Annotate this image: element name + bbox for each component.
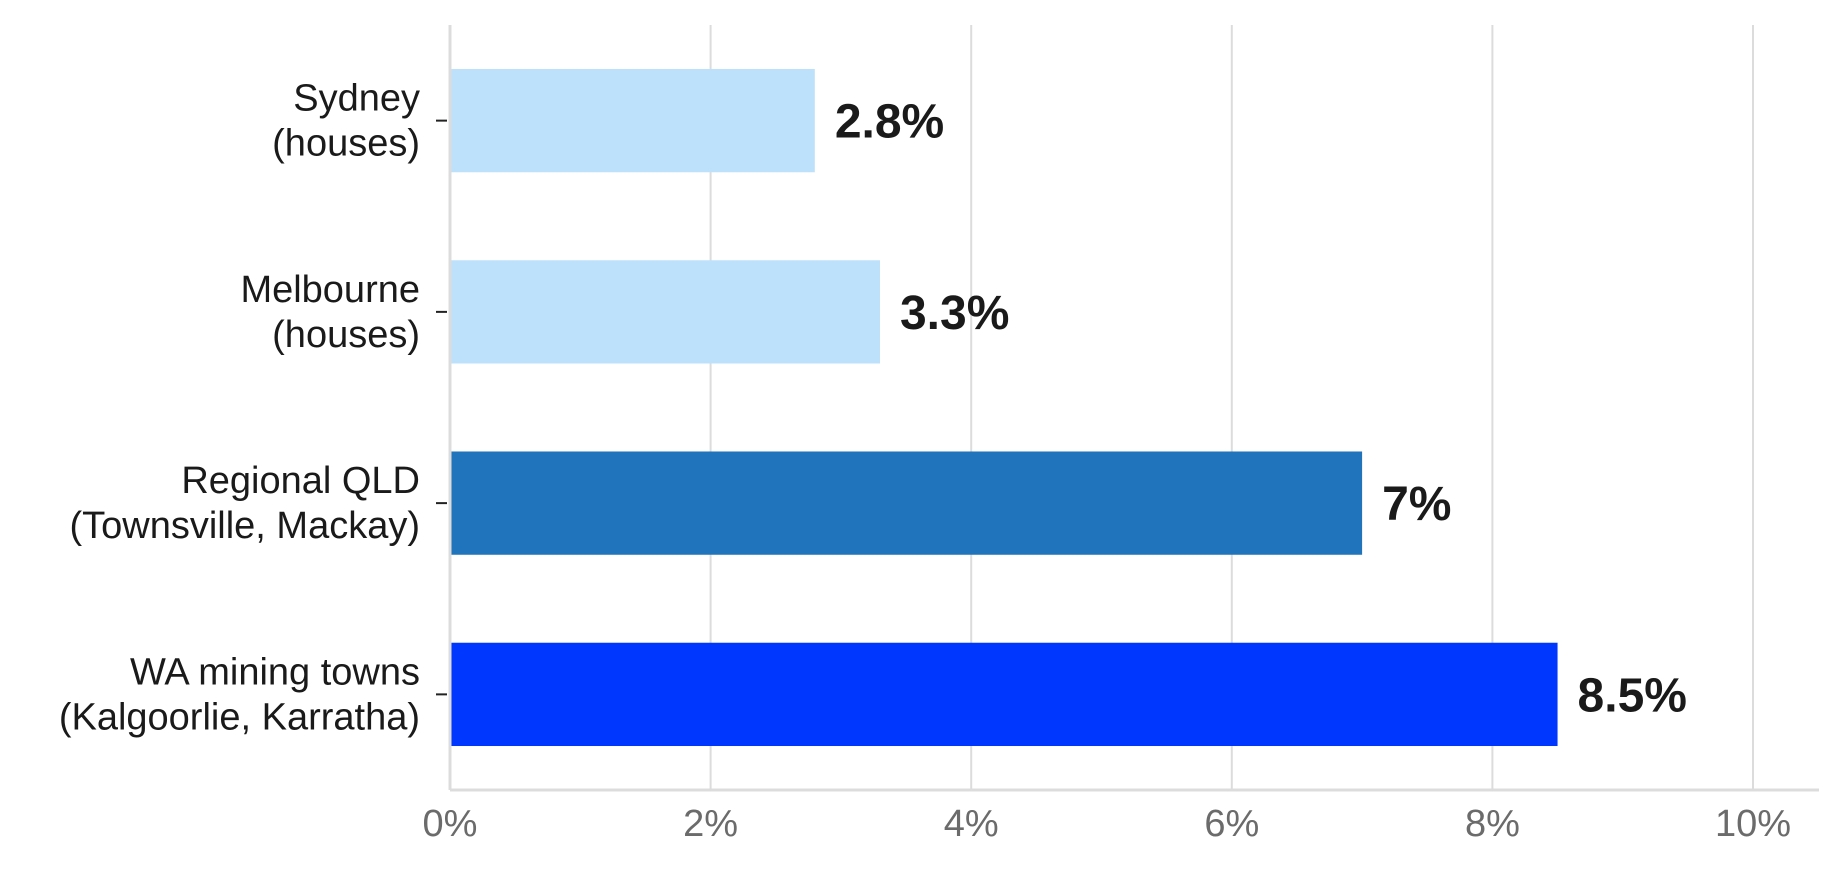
x-tick-label: 6% [1204,803,1259,845]
x-tick-label: 0% [423,803,478,845]
category-label: Melbourne (houses) [240,269,420,356]
category-label-line: Sydney [293,78,420,120]
category-label-line: (houses) [272,123,420,165]
bar [450,642,1558,747]
value-label: 7% [1382,478,1451,531]
bars [450,68,1558,747]
category-label-line: WA mining towns [130,651,420,693]
bar [450,68,815,173]
category-label-line: (Townsville, Mackay) [69,505,420,547]
value-label: 3.3% [900,287,1009,340]
x-tick-label: 10% [1715,803,1791,845]
bar [450,451,1363,555]
category-label-line: Melbourne [240,269,420,311]
x-tick-label: 4% [944,803,999,845]
labels: 0% 2% 4% 6% 8% 10%Sydney (houses) 2.8%Melbourne… [59,78,1791,845]
value-label: 8.5% [1578,669,1687,722]
value-label: 2.8% [835,96,944,149]
category-label: Sydney (houses) [272,78,420,165]
category-label: WA mining towns (Kalgoorlie, Karratha) [59,651,420,738]
category-label-line: (houses) [272,314,420,356]
category-label-line: (Kalgoorlie, Karratha) [59,696,420,738]
bar [450,260,880,364]
x-tick-label: 2% [683,803,738,845]
category-label: Regional QLD (Townsville, Mackay) [69,460,420,547]
axes [436,25,1819,792]
category-label-line: Regional QLD [181,460,420,502]
x-tick-label: 8% [1465,803,1520,845]
